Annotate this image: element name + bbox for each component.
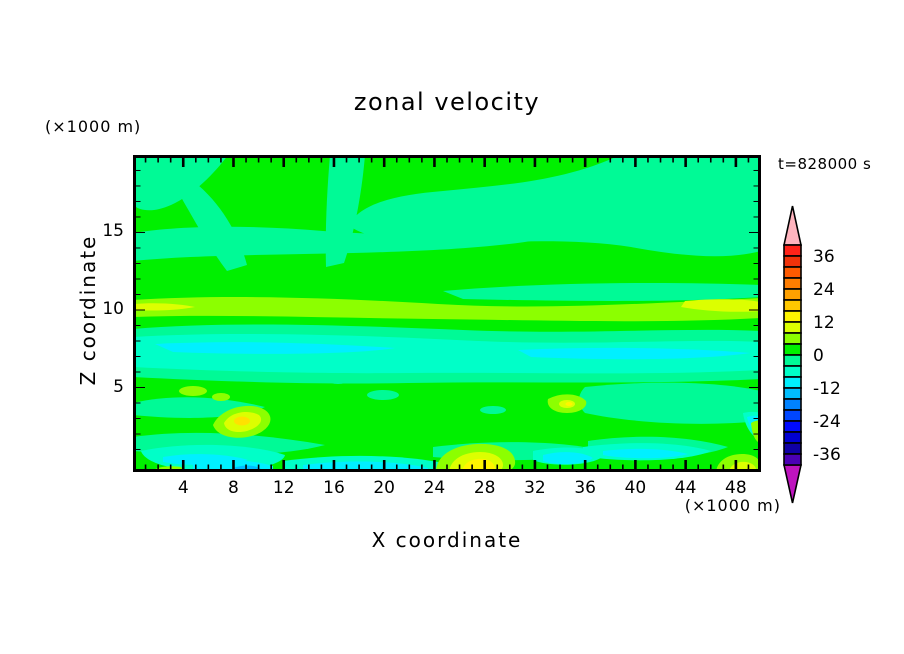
colorbar-cell — [783, 332, 802, 345]
contour-plot — [133, 155, 761, 472]
colorbar-cell — [783, 387, 802, 400]
field-cyan-regions — [155, 342, 761, 472]
colorbar-cell — [783, 255, 802, 268]
colorbar-under-arrow — [783, 464, 802, 504]
colorbar-cell — [783, 277, 802, 290]
colorbar: 36 24 12 0 -12 -24 -36 — [783, 205, 841, 504]
time-annotation: t=828000 s — [778, 155, 872, 173]
colorbar-cell — [783, 288, 802, 301]
x-tick-label: 24 — [423, 478, 446, 498]
colorbar-cell — [783, 244, 802, 257]
colorbar-cell — [783, 321, 802, 334]
colorbar-tick-label: -24 — [813, 412, 841, 432]
colorbar-cell — [783, 365, 802, 378]
x-tick-label: 48 — [725, 478, 747, 498]
colorbar-cell — [783, 310, 802, 323]
colorbar-tick-label: -12 — [813, 379, 841, 399]
x-tick-label: 40 — [624, 478, 647, 498]
colorbar-tick-label: 24 — [813, 280, 835, 300]
x-tick-label: 20 — [373, 478, 395, 498]
x-tick-label: 28 — [473, 478, 496, 498]
colorbar-cell — [783, 354, 802, 367]
colorbar-cell — [783, 442, 802, 455]
colorbar-cell — [783, 431, 802, 444]
x-tick-label: 4 — [177, 478, 189, 498]
y-tick-label: 5 — [113, 376, 124, 397]
colorbar-cell — [783, 299, 802, 312]
x-tick-label: 12 — [272, 478, 295, 498]
colorbar-cell — [783, 266, 802, 279]
field-gold-maximum — [234, 416, 250, 426]
x-tick-label: 36 — [574, 478, 596, 498]
colorbar-tick-label: 0 — [813, 346, 824, 366]
colorbar-cell — [783, 420, 802, 433]
x-axis-unit-label: (×1000 m) — [684, 496, 781, 515]
x-tick-label: 16 — [323, 478, 345, 498]
colorbar-tick-label: -36 — [813, 445, 841, 465]
chart-title: zonal velocity — [353, 88, 541, 116]
x-tick-label: 32 — [524, 478, 546, 498]
y-tick-label: 10 — [102, 298, 124, 319]
x-tick-label: 44 — [674, 478, 697, 498]
colorbar-cell — [783, 409, 802, 422]
colorbar-over-arrow — [783, 205, 802, 246]
field-yellow-maxima — [462, 402, 573, 472]
colorbar-tick-label: 36 — [813, 247, 835, 267]
colorbar-tick-label: 12 — [813, 313, 835, 333]
colorbar-cell — [783, 376, 802, 389]
y-tick-label: 15 — [102, 221, 124, 242]
colorbar-cell — [783, 343, 802, 356]
colorbar-cell — [783, 398, 802, 411]
plot-frame — [133, 155, 761, 472]
colorbar-cell — [783, 453, 802, 466]
x-tick-label: 8 — [228, 478, 239, 498]
y-axis-unit-label: (×1000 m) — [45, 117, 142, 136]
x-axis-title: X coordinate — [371, 528, 523, 552]
